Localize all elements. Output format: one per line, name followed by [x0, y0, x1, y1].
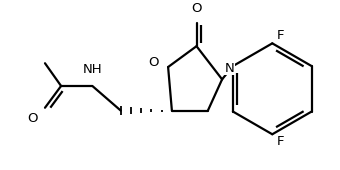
Text: O: O [191, 2, 202, 15]
Text: O: O [148, 56, 159, 69]
Text: F: F [277, 135, 285, 148]
Text: O: O [27, 113, 37, 125]
Text: F: F [277, 29, 285, 42]
Text: NH: NH [83, 63, 102, 76]
Text: N: N [225, 62, 235, 75]
